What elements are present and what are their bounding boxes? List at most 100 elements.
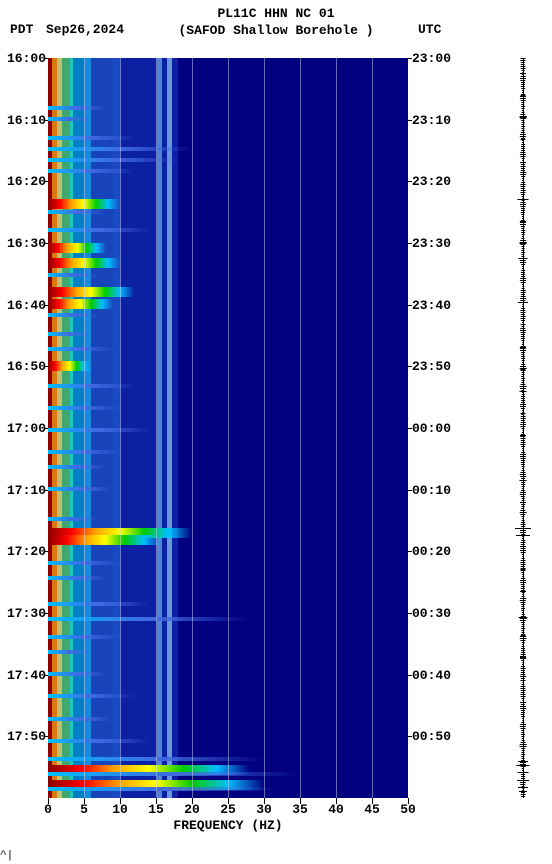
- y-left-label: 16:20: [0, 174, 46, 189]
- waveform-noise: [521, 742, 526, 743]
- waveform-noise: [521, 104, 524, 105]
- waveform-noise: [521, 138, 525, 139]
- waveform-noise: [522, 216, 524, 217]
- waveform-noise: [520, 202, 525, 203]
- gridline: [156, 58, 157, 798]
- waveform-noise: [521, 772, 524, 773]
- waveform-noise: [521, 710, 525, 711]
- waveform-noise: [520, 280, 526, 281]
- waveform-noise: [522, 412, 524, 413]
- waveform-noise: [521, 522, 525, 523]
- waveform-noise: [521, 88, 525, 89]
- x-tick-label: 45: [357, 802, 387, 817]
- waveform-noise: [520, 350, 526, 351]
- waveform-noise: [520, 328, 525, 329]
- waveform-noise: [521, 560, 526, 561]
- x-tick-label: 50: [393, 802, 423, 817]
- waveform-noise: [521, 168, 525, 169]
- waveform-noise: [522, 644, 524, 645]
- waveform-noise: [520, 406, 526, 407]
- y-right-label: 23:50: [412, 359, 468, 374]
- y-left-label: 16:50: [0, 359, 46, 374]
- waveform-noise: [521, 648, 525, 649]
- waveform-noise: [520, 600, 526, 601]
- waveform-noise: [522, 160, 523, 161]
- waveform-noise: [522, 466, 525, 467]
- waveform-noise: [521, 102, 524, 103]
- spectrogram-streak: [48, 287, 134, 297]
- waveform-noise: [520, 674, 525, 675]
- y-right-label: 00:20: [412, 544, 468, 559]
- y-tick: [44, 243, 48, 244]
- waveform-noise: [520, 348, 526, 349]
- waveform-noise: [522, 410, 524, 411]
- waveform-noise: [522, 520, 525, 521]
- y-tick: [408, 58, 412, 59]
- waveform-noise: [521, 524, 525, 525]
- waveform-noise: [521, 752, 524, 753]
- spectrogram-band: [167, 58, 172, 798]
- y-tick: [44, 120, 48, 121]
- waveform-noise: [521, 302, 524, 303]
- waveform-noise: [521, 440, 525, 441]
- waveform-noise: [520, 262, 526, 263]
- waveform-noise: [521, 566, 525, 567]
- y-left-label: 17:20: [0, 544, 46, 559]
- waveform-noise: [521, 714, 525, 715]
- waveform-noise: [521, 212, 525, 213]
- y-tick: [408, 428, 412, 429]
- waveform-noise: [521, 210, 525, 211]
- y-tick: [44, 428, 48, 429]
- waveform-noise: [520, 582, 526, 583]
- waveform-noise: [520, 602, 525, 603]
- waveform-noise: [522, 360, 525, 361]
- gridline: [300, 58, 301, 798]
- y-tick: [408, 551, 412, 552]
- waveform-noise: [521, 294, 525, 295]
- waveform-noise: [520, 436, 525, 437]
- spectrogram-streak: [48, 136, 134, 140]
- waveform-noise: [521, 756, 524, 757]
- waveform-noise: [520, 426, 525, 427]
- waveform-noise: [522, 664, 524, 665]
- waveform-noise: [521, 548, 526, 549]
- waveform-noise: [520, 688, 525, 689]
- waveform-noise: [521, 696, 526, 697]
- waveform-noise: [521, 188, 525, 189]
- waveform-noise: [522, 90, 524, 91]
- waveform-noise: [521, 462, 525, 463]
- waveform-noise: [521, 622, 525, 623]
- waveform-noise: [520, 330, 526, 331]
- y-left-label: 17:50: [0, 729, 46, 744]
- waveform-noise: [522, 162, 525, 163]
- waveform-noise: [520, 706, 526, 707]
- waveform-noise: [522, 286, 524, 287]
- y-tick: [44, 675, 48, 676]
- waveform-noise: [520, 318, 525, 319]
- waveform-noise: [521, 496, 525, 497]
- waveform-noise: [522, 142, 524, 143]
- spectrogram-streak: [48, 273, 98, 277]
- waveform-noise: [522, 574, 524, 575]
- y-right-label: 23:10: [412, 113, 468, 128]
- waveform-noise: [520, 310, 525, 311]
- waveform-noise: [520, 156, 525, 157]
- waveform-noise: [522, 498, 525, 499]
- waveform-noise: [520, 222, 526, 223]
- waveform-noise: [521, 610, 524, 611]
- waveform-noise: [522, 234, 525, 235]
- waveform-noise: [522, 450, 524, 451]
- station-code: PL11C HHN NC 01: [0, 6, 552, 21]
- waveform-noise: [521, 228, 524, 229]
- waveform-noise: [521, 400, 525, 401]
- waveform-noise: [521, 698, 524, 699]
- y-left-label: 16:10: [0, 113, 46, 128]
- y-tick: [408, 181, 412, 182]
- y-tick: [44, 181, 48, 182]
- waveform-noise: [520, 60, 525, 61]
- waveform-noise: [520, 512, 527, 513]
- waveform-noise: [521, 336, 525, 337]
- waveform-noise: [520, 384, 525, 385]
- spectrogram-streak: [48, 313, 98, 317]
- waveform-noise: [520, 58, 525, 59]
